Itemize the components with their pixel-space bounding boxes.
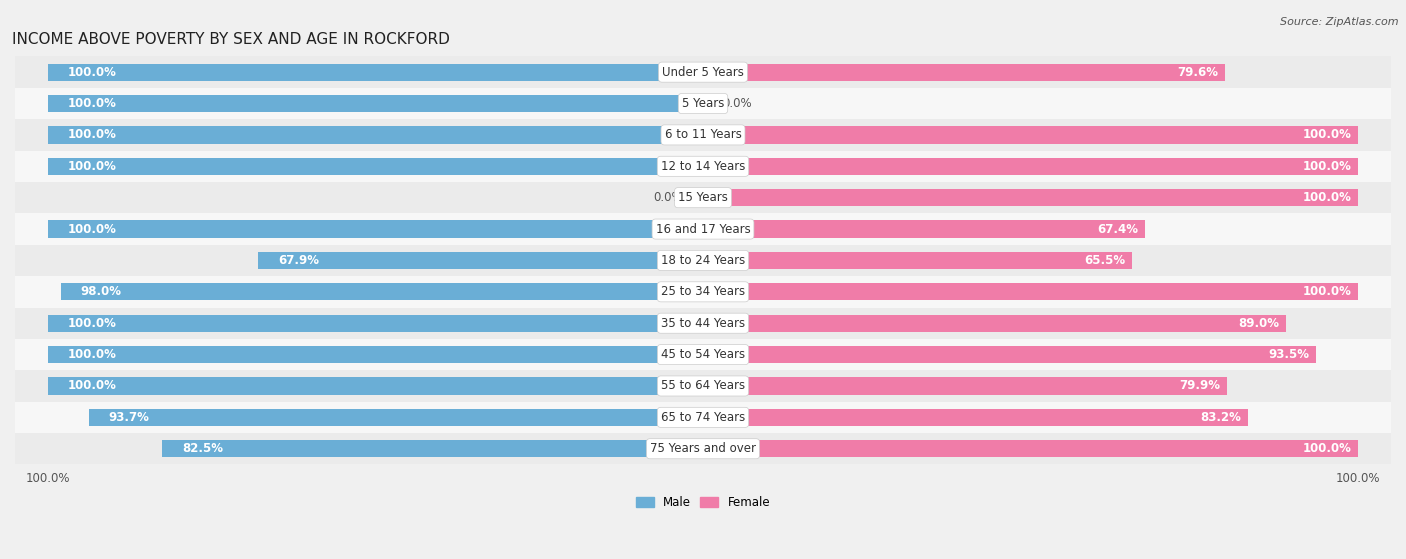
Bar bbox=[703, 126, 1358, 144]
Text: 89.0%: 89.0% bbox=[1239, 317, 1279, 330]
Text: 100.0%: 100.0% bbox=[67, 222, 117, 235]
Text: 16 and 17 Years: 16 and 17 Years bbox=[655, 222, 751, 235]
Bar bbox=[703, 158, 1358, 175]
Text: 6 to 11 Years: 6 to 11 Years bbox=[665, 129, 741, 141]
Text: 100.0%: 100.0% bbox=[67, 129, 117, 141]
Bar bbox=[15, 119, 1391, 150]
Text: 35 to 44 Years: 35 to 44 Years bbox=[661, 317, 745, 330]
Bar bbox=[703, 409, 1249, 426]
Bar bbox=[703, 252, 1132, 269]
Bar bbox=[690, 189, 703, 206]
Bar bbox=[15, 56, 1391, 88]
Bar bbox=[703, 189, 1358, 206]
Bar bbox=[48, 346, 703, 363]
Text: 65 to 74 Years: 65 to 74 Years bbox=[661, 411, 745, 424]
Text: 100.0%: 100.0% bbox=[67, 380, 117, 392]
Bar bbox=[163, 440, 703, 457]
Text: 0.0%: 0.0% bbox=[654, 191, 683, 204]
Text: 55 to 64 Years: 55 to 64 Years bbox=[661, 380, 745, 392]
Text: 67.4%: 67.4% bbox=[1097, 222, 1137, 235]
Bar bbox=[48, 126, 703, 144]
Text: 25 to 34 Years: 25 to 34 Years bbox=[661, 285, 745, 299]
Text: 98.0%: 98.0% bbox=[80, 285, 121, 299]
Bar bbox=[703, 346, 1316, 363]
Text: 0.0%: 0.0% bbox=[723, 97, 752, 110]
Text: 83.2%: 83.2% bbox=[1201, 411, 1241, 424]
Text: 18 to 24 Years: 18 to 24 Years bbox=[661, 254, 745, 267]
Bar bbox=[48, 377, 703, 395]
Text: 79.6%: 79.6% bbox=[1177, 65, 1218, 79]
Bar bbox=[703, 440, 1358, 457]
Bar bbox=[15, 150, 1391, 182]
Text: 45 to 54 Years: 45 to 54 Years bbox=[661, 348, 745, 361]
Bar bbox=[48, 64, 703, 80]
Text: 100.0%: 100.0% bbox=[67, 317, 117, 330]
Text: Under 5 Years: Under 5 Years bbox=[662, 65, 744, 79]
Text: 15 Years: 15 Years bbox=[678, 191, 728, 204]
Text: 93.7%: 93.7% bbox=[108, 411, 149, 424]
Text: 100.0%: 100.0% bbox=[67, 160, 117, 173]
Text: 100.0%: 100.0% bbox=[1303, 160, 1351, 173]
Text: 100.0%: 100.0% bbox=[1303, 285, 1351, 299]
Text: Source: ZipAtlas.com: Source: ZipAtlas.com bbox=[1281, 17, 1399, 27]
Legend: Male, Female: Male, Female bbox=[631, 491, 775, 514]
Text: INCOME ABOVE POVERTY BY SEX AND AGE IN ROCKFORD: INCOME ABOVE POVERTY BY SEX AND AGE IN R… bbox=[13, 32, 450, 47]
Bar bbox=[703, 64, 1225, 80]
Text: 100.0%: 100.0% bbox=[1303, 442, 1351, 455]
Bar bbox=[15, 433, 1391, 465]
Bar bbox=[15, 214, 1391, 245]
Bar bbox=[15, 182, 1391, 214]
Text: 12 to 14 Years: 12 to 14 Years bbox=[661, 160, 745, 173]
Text: 100.0%: 100.0% bbox=[67, 348, 117, 361]
Text: 75 Years and over: 75 Years and over bbox=[650, 442, 756, 455]
Text: 100.0%: 100.0% bbox=[67, 97, 117, 110]
Text: 100.0%: 100.0% bbox=[67, 65, 117, 79]
Text: 65.5%: 65.5% bbox=[1084, 254, 1126, 267]
Bar bbox=[259, 252, 703, 269]
Bar bbox=[48, 95, 703, 112]
Bar bbox=[15, 245, 1391, 276]
Bar bbox=[703, 377, 1226, 395]
Text: 100.0%: 100.0% bbox=[1303, 191, 1351, 204]
Bar bbox=[15, 339, 1391, 370]
Bar bbox=[89, 409, 703, 426]
Bar bbox=[15, 402, 1391, 433]
Bar bbox=[60, 283, 703, 300]
Text: 82.5%: 82.5% bbox=[183, 442, 224, 455]
Bar bbox=[15, 307, 1391, 339]
Bar bbox=[48, 158, 703, 175]
Text: 67.9%: 67.9% bbox=[278, 254, 319, 267]
Text: 93.5%: 93.5% bbox=[1268, 348, 1309, 361]
Bar bbox=[703, 95, 716, 112]
Bar bbox=[703, 220, 1144, 238]
Text: 5 Years: 5 Years bbox=[682, 97, 724, 110]
Bar bbox=[703, 315, 1286, 332]
Bar bbox=[48, 315, 703, 332]
Text: 100.0%: 100.0% bbox=[1303, 129, 1351, 141]
Bar bbox=[15, 88, 1391, 119]
Bar bbox=[48, 220, 703, 238]
Bar bbox=[703, 283, 1358, 300]
Bar bbox=[15, 276, 1391, 307]
Text: 79.9%: 79.9% bbox=[1180, 380, 1220, 392]
Bar bbox=[15, 370, 1391, 402]
